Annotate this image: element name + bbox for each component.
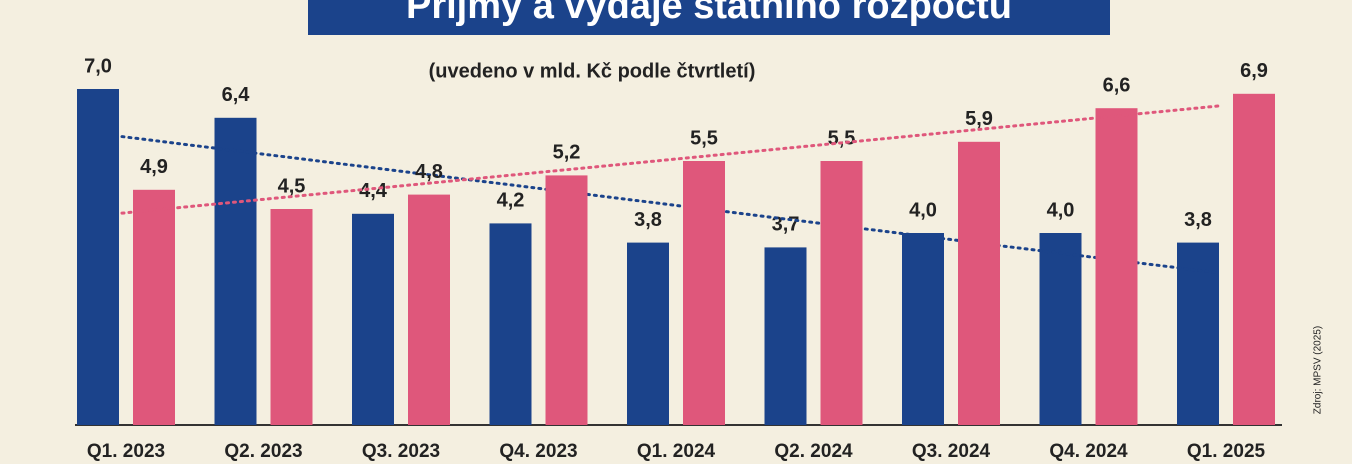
value-label: 4,2 (497, 190, 525, 212)
chart-title: Příjmy a výdaje státního rozpočtu (406, 0, 1012, 27)
trend-line (120, 135, 1221, 275)
bar (408, 194, 450, 425)
value-label: 3,8 (1184, 209, 1212, 231)
value-label: 4,9 (140, 156, 168, 178)
value-label: 5,5 (690, 127, 718, 149)
x-tick-label: Q1. 2025 (1187, 441, 1266, 462)
bar (1233, 93, 1275, 426)
bar (820, 161, 863, 425)
value-label: 4,5 (278, 175, 306, 197)
bar (214, 117, 257, 426)
bar (1095, 108, 1138, 425)
bar (489, 223, 532, 425)
x-tick-label: Q4. 2024 (1049, 441, 1128, 462)
bar (270, 209, 313, 425)
bar (1039, 233, 1082, 425)
value-label: 5,2 (553, 142, 581, 164)
bar (352, 213, 394, 425)
value-label: 6,9 (1240, 60, 1268, 82)
bar (902, 233, 944, 425)
bar (683, 161, 725, 425)
bar (545, 175, 588, 425)
source: Zdroj: MPSV (2025) (1313, 326, 1324, 414)
x-tick-label: Q3. 2024 (912, 441, 991, 462)
value-label: 3,7 (772, 214, 800, 236)
value-label: 4,0 (1047, 199, 1075, 221)
value-label: 4,8 (415, 161, 443, 183)
value-label: 4,0 (909, 199, 937, 221)
bar (627, 242, 669, 425)
x-tick-label: Q2. 2024 (774, 441, 853, 462)
value-label: 5,5 (828, 127, 856, 149)
value-label: 6,4 (222, 84, 251, 106)
bar (77, 89, 119, 425)
value-label: 7,0 (84, 55, 112, 77)
bar (958, 141, 1000, 426)
bar (133, 189, 175, 425)
x-tick-label: Q3. 2023 (362, 441, 440, 462)
x-tick-label: Q1. 2024 (637, 441, 716, 462)
x-tick-label: Q1. 2023 (87, 441, 165, 462)
value-label: 4,4 (359, 180, 388, 202)
title-box (308, 0, 1110, 35)
value-label: 6,6 (1103, 74, 1131, 96)
value-label: 3,8 (634, 209, 662, 231)
x-tick-label: Q2. 2023 (224, 441, 302, 462)
x-tick-label: Q4. 2023 (499, 441, 577, 462)
bar (764, 247, 807, 425)
trend-line (120, 104, 1224, 215)
value-label: 5,9 (965, 108, 993, 130)
chart-subtitle: (uvedeno v mld. Kč podle čtvrtletí) (429, 60, 756, 82)
